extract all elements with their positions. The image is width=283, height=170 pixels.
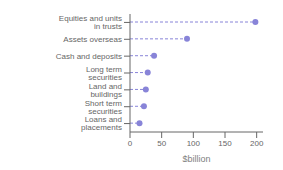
svg-text:100: 100 [187, 139, 201, 148]
svg-text:Land andbuildings: Land andbuildings [89, 82, 122, 99]
svg-text:0: 0 [128, 139, 133, 148]
svg-text:150: 150 [218, 139, 232, 148]
svg-text:200: 200 [250, 139, 264, 148]
svg-text:Equities and unitsin trusts: Equities and unitsin trusts [59, 14, 122, 31]
svg-text:$billion: $billion [182, 154, 210, 162]
svg-text:Long termsecurities: Long termsecurities [86, 65, 122, 82]
svg-text:50: 50 [157, 139, 166, 148]
svg-text:Assets overseas: Assets overseas [63, 35, 122, 44]
svg-text:Short termsecurities: Short termsecurities [85, 99, 123, 116]
svg-text:Loans andplacements: Loans andplacements [81, 115, 122, 132]
svg-text:Cash and deposits: Cash and deposits [56, 52, 122, 61]
